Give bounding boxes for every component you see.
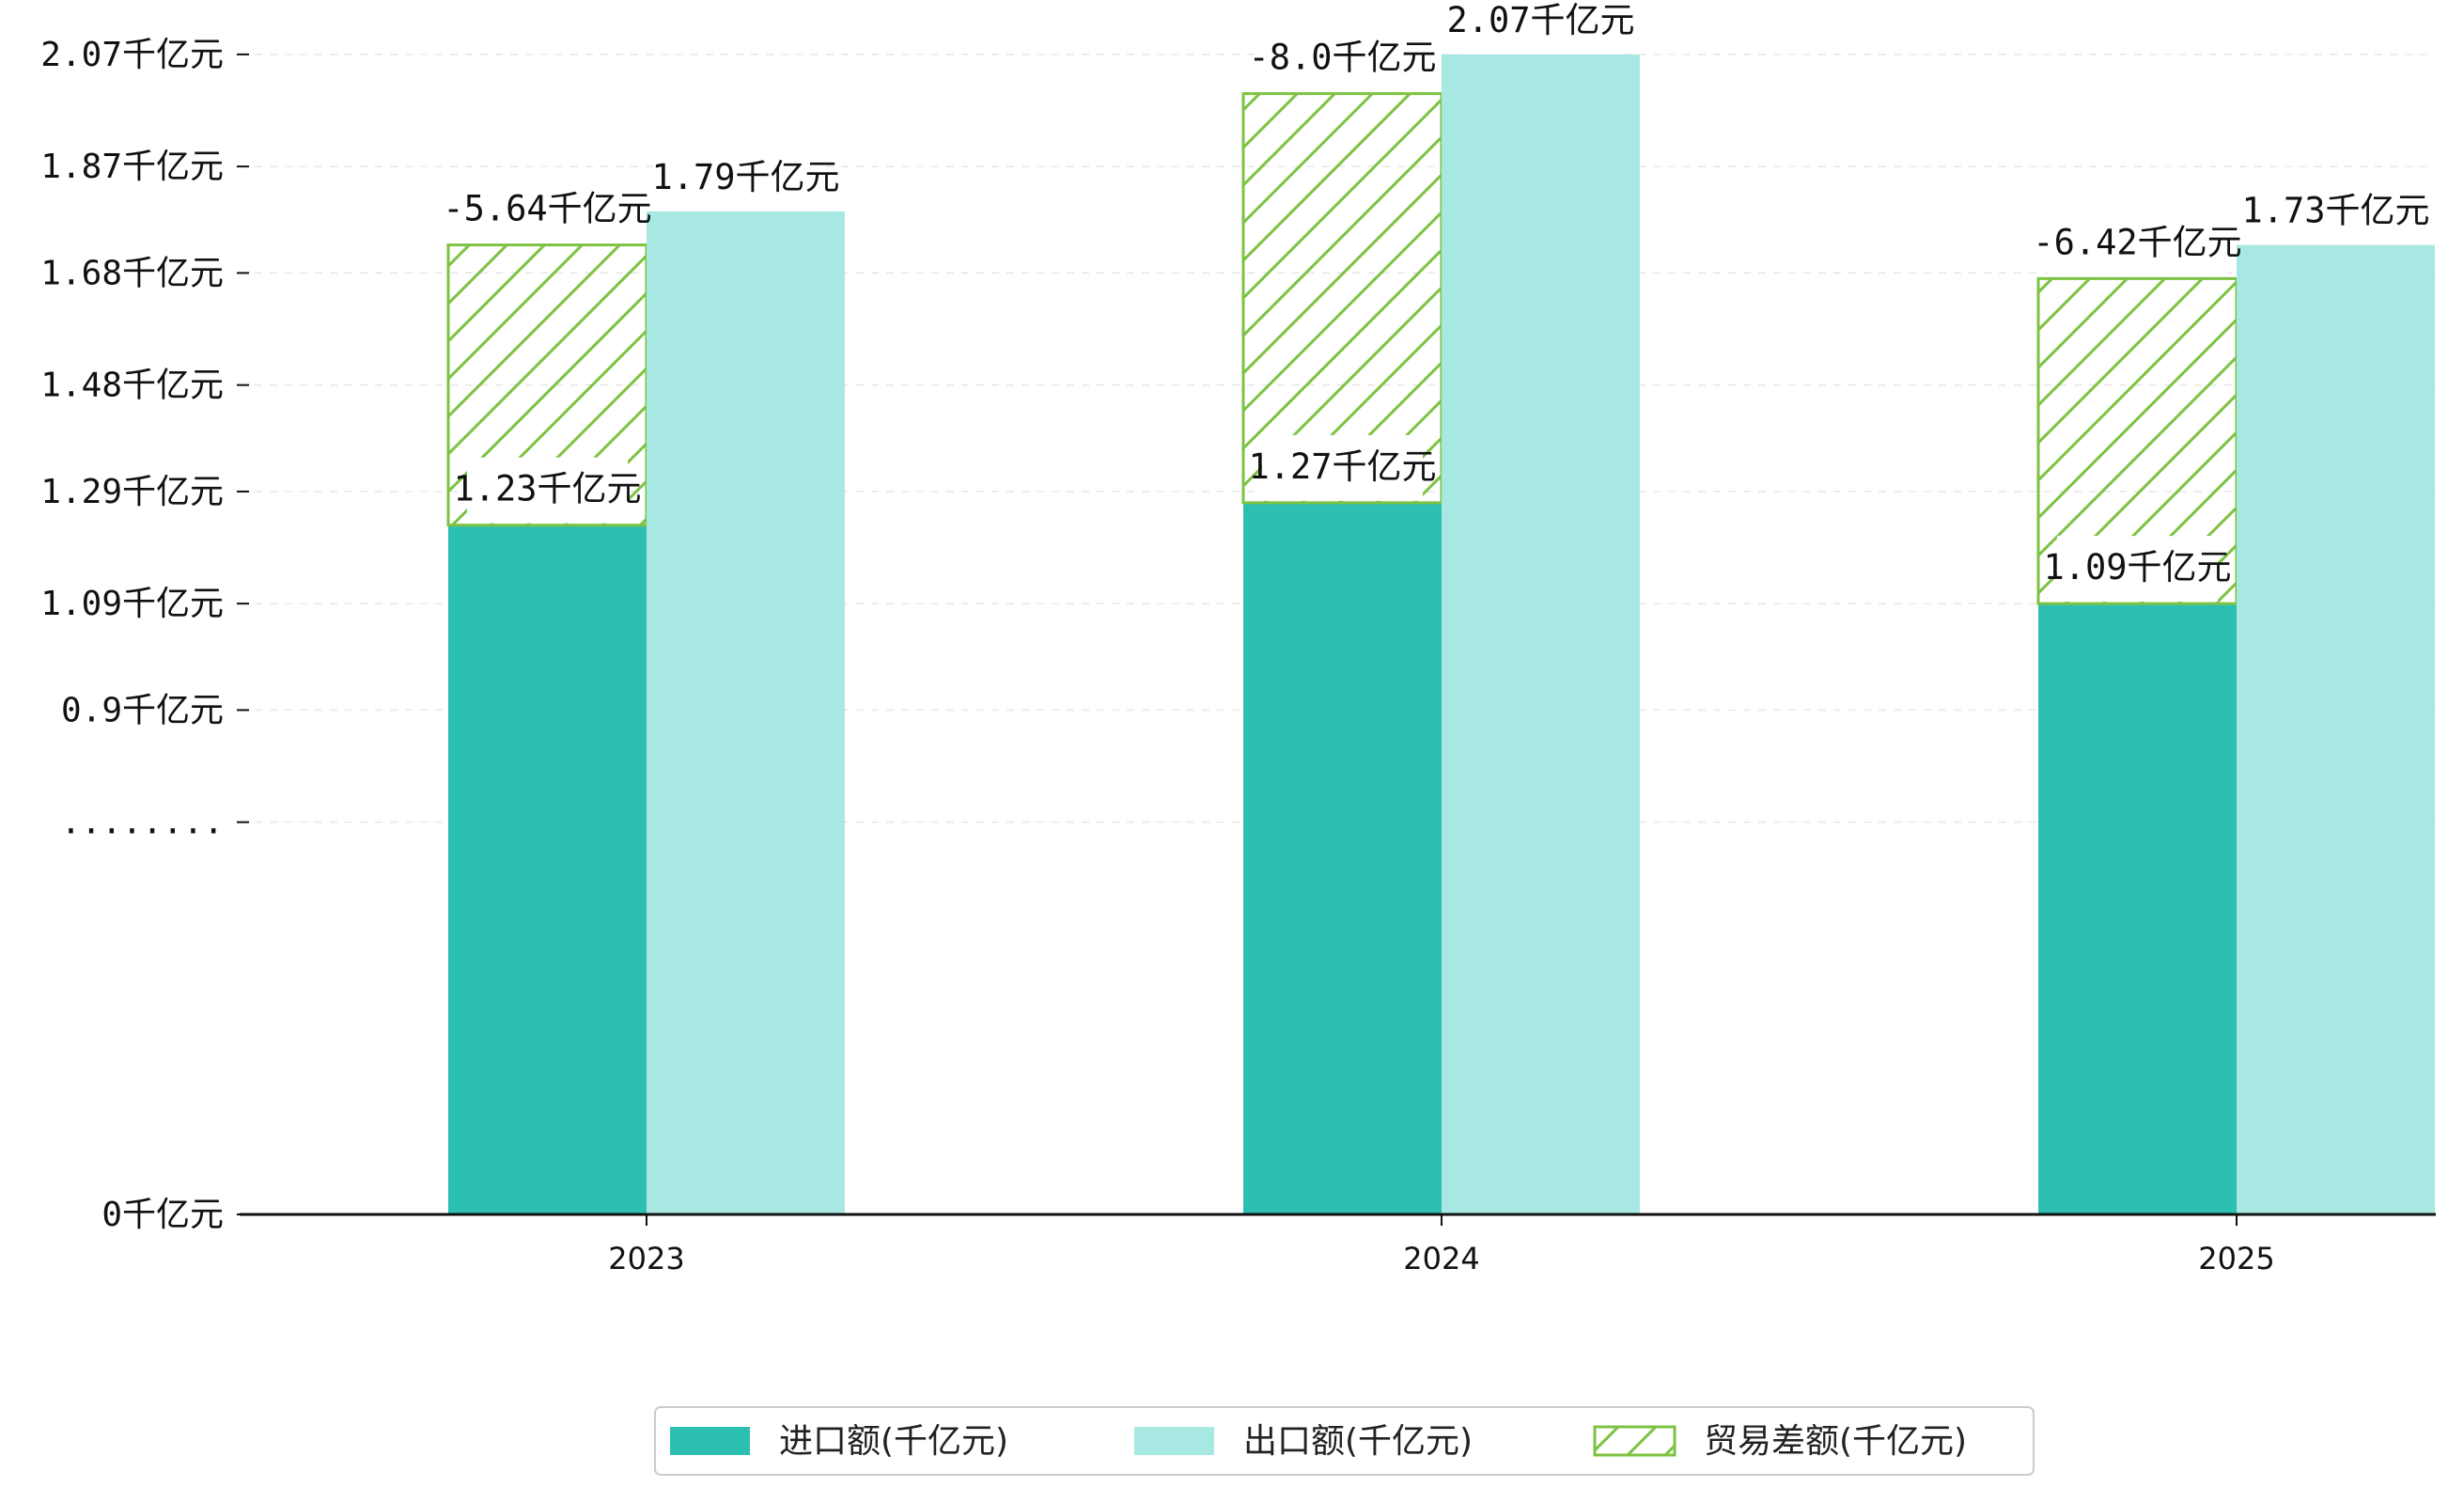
legend-import-label: 进口额(千亿元) — [779, 1422, 1008, 1461]
y-tick-label: ........ — [61, 804, 224, 842]
export-data-label: 1.79千亿元 — [651, 157, 839, 197]
import-data-label-box — [2057, 536, 2218, 603]
axis-layer: 0千亿元........ 0.9千亿元 1.09千亿元 1.29千亿元 1.48千亿元 1… — [40, 36, 2436, 1276]
export-bar — [1442, 54, 1640, 1214]
export-data-label: 1.73千亿元 — [2241, 191, 2429, 231]
export-bar — [647, 211, 845, 1214]
legend-balance-label: 贸易差额(千亿元) — [1704, 1422, 1967, 1461]
import-data-label-box — [467, 457, 628, 524]
export-data-label: 2.07千亿元 — [1446, 0, 1634, 40]
export-data-label-box — [665, 145, 826, 211]
legend-balance-swatch — [1593, 1425, 1676, 1457]
import-data-label: 1.09千亿元 — [2043, 547, 2231, 587]
balance-data-label-box — [2047, 211, 2228, 277]
export-data-label-box — [2255, 179, 2416, 245]
legend-frame — [654, 1406, 2035, 1476]
legend: 进口额(千亿元) 出口额(千亿元) 贸易差额(千亿元) — [654, 1406, 2035, 1476]
balance-data-label: -8.0千亿元 — [1248, 38, 1436, 78]
export-bar — [2237, 244, 2435, 1215]
y-tick-label: 1.87千亿元 — [40, 148, 224, 186]
x-tick-label: 2024 — [1403, 1241, 1479, 1276]
y-tick-label: 2.07千亿元 — [40, 36, 224, 74]
balance-data-label: -6.42千亿元 — [2033, 222, 2241, 262]
labels-layer: 1.79千亿元-5.64千亿元 1.23千亿元 2.07千亿元-8.0千亿元 1.27… — [443, 0, 2430, 603]
import-data-label: 1.23千亿元 — [453, 469, 641, 509]
balance-data-label-box — [1262, 25, 1423, 92]
import-bar — [2038, 603, 2237, 1214]
y-tick-label: 1.68千亿元 — [40, 254, 224, 292]
import-bar — [448, 524, 647, 1214]
balance-bar — [1241, 92, 1443, 505]
import-data-label-box — [1262, 434, 1423, 501]
import-data-label: 1.27千亿元 — [1248, 446, 1436, 487]
y-tick-label: 0.9千亿元 — [61, 691, 224, 729]
balance-data-label-box — [457, 177, 638, 243]
x-tick-label: 2025 — [2198, 1241, 2274, 1276]
y-tick-label: 1.29千亿元 — [40, 473, 224, 511]
legend-import-swatch — [670, 1427, 750, 1455]
legend-export-label: 出口额(千亿元) — [1243, 1422, 1473, 1461]
y-tick-label: 1.48千亿元 — [40, 367, 224, 405]
legend-export-swatch — [1134, 1427, 1214, 1455]
x-tick-label: 2023 — [608, 1241, 684, 1276]
y-tick-label: 0千亿元 — [101, 1196, 224, 1234]
import-bar — [1243, 502, 1442, 1214]
export-data-label-box — [1460, 0, 1621, 55]
balance-data-label: -5.64千亿元 — [443, 189, 651, 229]
y-tick-label: 1.09千亿元 — [40, 585, 224, 623]
